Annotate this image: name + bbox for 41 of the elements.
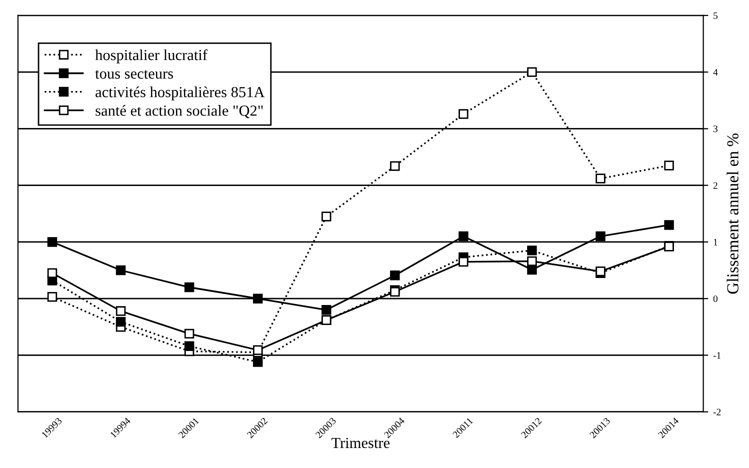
- y-tick-label: 2: [713, 182, 718, 189]
- point: [527, 246, 537, 256]
- point: [252, 357, 263, 367]
- legend-label: activités hospitalières 851A: [96, 86, 265, 100]
- y-axis-title: Glissement annuel en %: [726, 133, 738, 294]
- point: [322, 212, 332, 222]
- point: [252, 345, 263, 355]
- point: [252, 294, 263, 304]
- point: [116, 316, 126, 327]
- legend-label: hospitalier lucratif: [95, 49, 208, 64]
- point: [184, 341, 194, 352]
- point: [184, 328, 194, 339]
- point: [664, 220, 674, 230]
- point: [47, 237, 58, 247]
- y-tick-label: 0: [713, 295, 718, 302]
- point: [527, 256, 537, 266]
- point: [527, 264, 537, 275]
- point: [458, 109, 468, 119]
- legend-label: tous secteurs: [95, 70, 174, 79]
- point: [322, 305, 332, 315]
- point: [116, 306, 126, 316]
- legend-label: santé et action sociale "Q2": [96, 105, 263, 118]
- point: [47, 292, 58, 302]
- point: [47, 268, 58, 278]
- point: [116, 265, 126, 276]
- y-tick-label: 3: [714, 126, 718, 132]
- y-tick-label: 1: [714, 238, 718, 246]
- point: [458, 231, 468, 242]
- y-tick-label: -1: [713, 352, 721, 359]
- y-tick-label: 4: [713, 69, 718, 76]
- point: [596, 174, 606, 184]
- point: [527, 67, 537, 77]
- x-axis-title: Trimestre: [331, 438, 390, 448]
- point: [664, 160, 674, 170]
- y-tick-label: -2: [713, 408, 721, 416]
- y-tick-label: 5: [714, 12, 718, 19]
- point: [458, 256, 468, 267]
- point: [390, 161, 400, 171]
- point: [596, 231, 606, 242]
- point: [184, 282, 194, 292]
- point: [390, 270, 400, 280]
